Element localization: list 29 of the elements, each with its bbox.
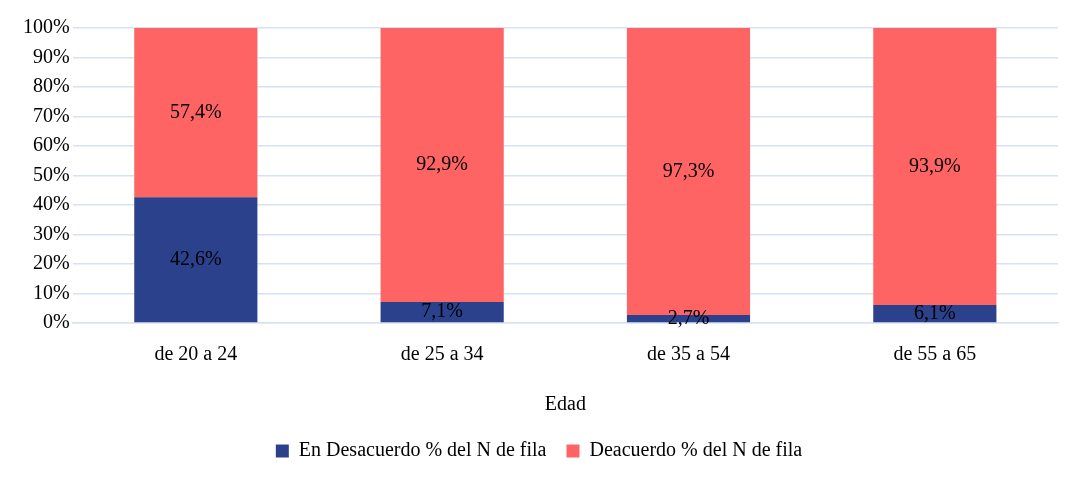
legend-label: Deacuerdo % del N de fila: [589, 438, 803, 461]
bar: [134, 197, 258, 323]
x-tick-label: de 35 a 54: [647, 342, 730, 365]
bar: [134, 28, 258, 198]
bar: [380, 28, 504, 303]
y-tick-label: 90%: [32, 44, 70, 67]
y-tick-label: 30%: [32, 221, 70, 244]
y-tick-label: 40%: [32, 192, 70, 215]
data-label: 7,1%: [421, 299, 463, 322]
legend-label: En Desacuerdo % del N de fila: [298, 438, 547, 461]
x-axis-title: Edad: [544, 392, 586, 415]
x-tick-label: de 25 a 34: [400, 342, 484, 365]
data-label: 42,6%: [169, 247, 222, 270]
bar: [873, 28, 997, 306]
y-tick-label: 10%: [32, 280, 70, 303]
y-tick-label: 0%: [42, 310, 70, 333]
data-label: 97,3%: [662, 158, 715, 181]
y-tick-label: 70%: [32, 103, 70, 126]
data-label: 6,1%: [914, 300, 956, 323]
y-tick-label: 100%: [22, 15, 70, 38]
y-tick-label: 60%: [32, 133, 70, 156]
y-tick-label: 80%: [32, 74, 70, 97]
data-label: 92,9%: [416, 152, 468, 175]
data-label: 57,4%: [169, 99, 222, 122]
y-tick-label: 20%: [32, 251, 70, 274]
x-tick-label: de 20 a 24: [154, 342, 238, 365]
y-tick-label: 50%: [32, 162, 70, 185]
x-tick-label: de 55 a 65: [893, 342, 977, 365]
data-label: 93,9%: [909, 153, 961, 176]
